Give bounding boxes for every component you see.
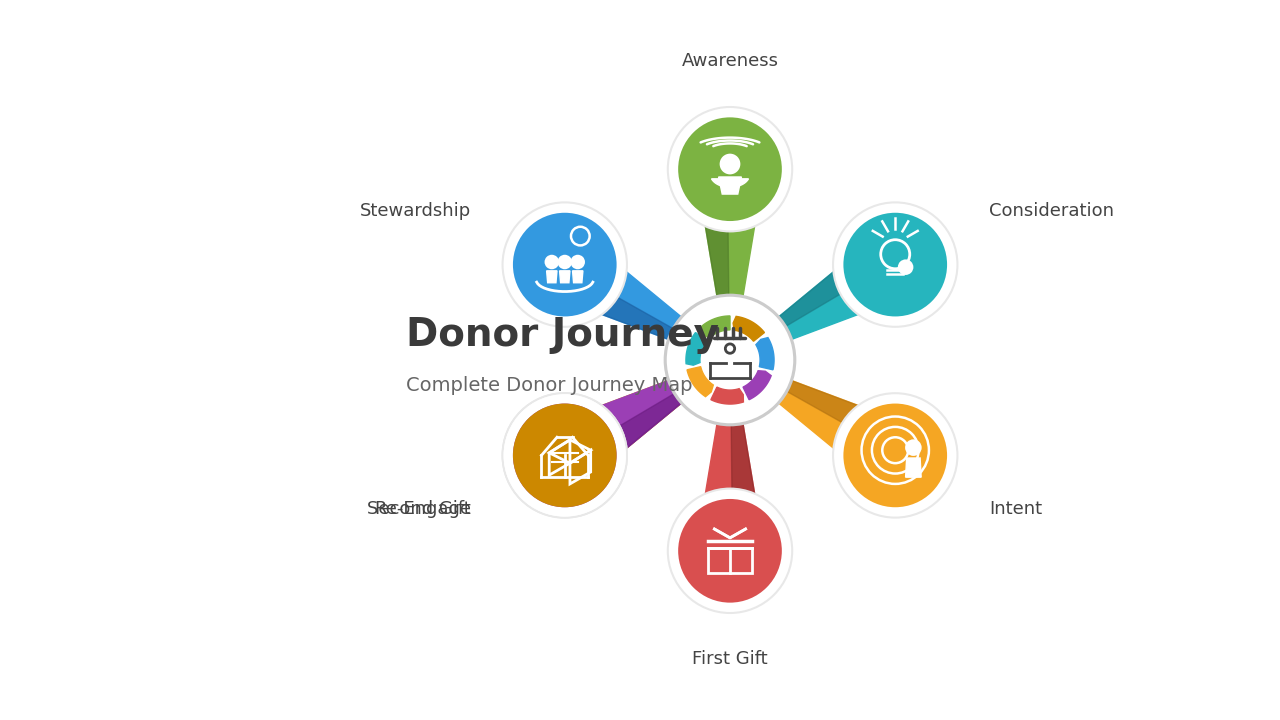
Polygon shape: [756, 338, 774, 370]
Polygon shape: [547, 271, 557, 283]
Circle shape: [503, 395, 626, 516]
Circle shape: [502, 392, 628, 518]
Circle shape: [513, 403, 617, 507]
Polygon shape: [696, 135, 764, 350]
Polygon shape: [740, 361, 929, 469]
Circle shape: [835, 395, 956, 516]
Circle shape: [844, 213, 947, 317]
Circle shape: [897, 259, 914, 275]
Circle shape: [678, 499, 782, 603]
Polygon shape: [531, 231, 723, 359]
Text: Consideration: Consideration: [988, 202, 1114, 220]
Polygon shape: [531, 251, 721, 359]
Circle shape: [558, 255, 572, 269]
Circle shape: [669, 108, 791, 230]
Polygon shape: [696, 370, 764, 585]
Polygon shape: [737, 361, 929, 489]
Circle shape: [663, 294, 796, 426]
Polygon shape: [538, 366, 723, 489]
Circle shape: [905, 439, 922, 456]
Polygon shape: [687, 366, 713, 397]
Circle shape: [513, 404, 617, 508]
Text: Complete Donor Journey Map: Complete Donor Journey Map: [406, 376, 692, 395]
Polygon shape: [744, 371, 771, 400]
Circle shape: [678, 308, 782, 412]
Polygon shape: [731, 370, 764, 585]
Circle shape: [503, 204, 626, 325]
Text: Second Gift: Second Gift: [367, 500, 471, 518]
Polygon shape: [531, 361, 723, 489]
Circle shape: [502, 392, 628, 518]
Polygon shape: [733, 316, 764, 341]
Circle shape: [832, 392, 959, 518]
Text: Stewardship: Stewardship: [360, 202, 471, 220]
Circle shape: [835, 204, 956, 325]
Circle shape: [502, 202, 628, 328]
Polygon shape: [710, 387, 744, 404]
Circle shape: [719, 153, 740, 174]
Circle shape: [667, 487, 794, 614]
Circle shape: [678, 117, 782, 221]
Polygon shape: [559, 271, 570, 283]
Text: First Gift: First Gift: [692, 649, 768, 668]
Polygon shape: [531, 361, 723, 489]
Polygon shape: [696, 135, 730, 350]
Polygon shape: [686, 333, 707, 365]
Circle shape: [667, 106, 794, 233]
Text: Intent: Intent: [988, 500, 1042, 518]
Polygon shape: [737, 231, 923, 354]
Circle shape: [513, 213, 617, 317]
Text: Re-Engage: Re-Engage: [374, 500, 471, 518]
Polygon shape: [572, 271, 582, 283]
Circle shape: [844, 403, 947, 507]
Polygon shape: [718, 177, 741, 194]
Circle shape: [667, 297, 794, 423]
Polygon shape: [712, 179, 749, 187]
Text: Awareness: Awareness: [681, 53, 778, 71]
Text: Donor Journey: Donor Journey: [406, 316, 719, 354]
Circle shape: [544, 255, 559, 269]
Polygon shape: [737, 231, 929, 359]
Polygon shape: [538, 366, 723, 489]
Circle shape: [571, 255, 585, 269]
Circle shape: [832, 202, 959, 328]
Polygon shape: [700, 316, 730, 338]
Polygon shape: [906, 458, 922, 477]
Circle shape: [669, 490, 791, 612]
Circle shape: [503, 395, 626, 516]
